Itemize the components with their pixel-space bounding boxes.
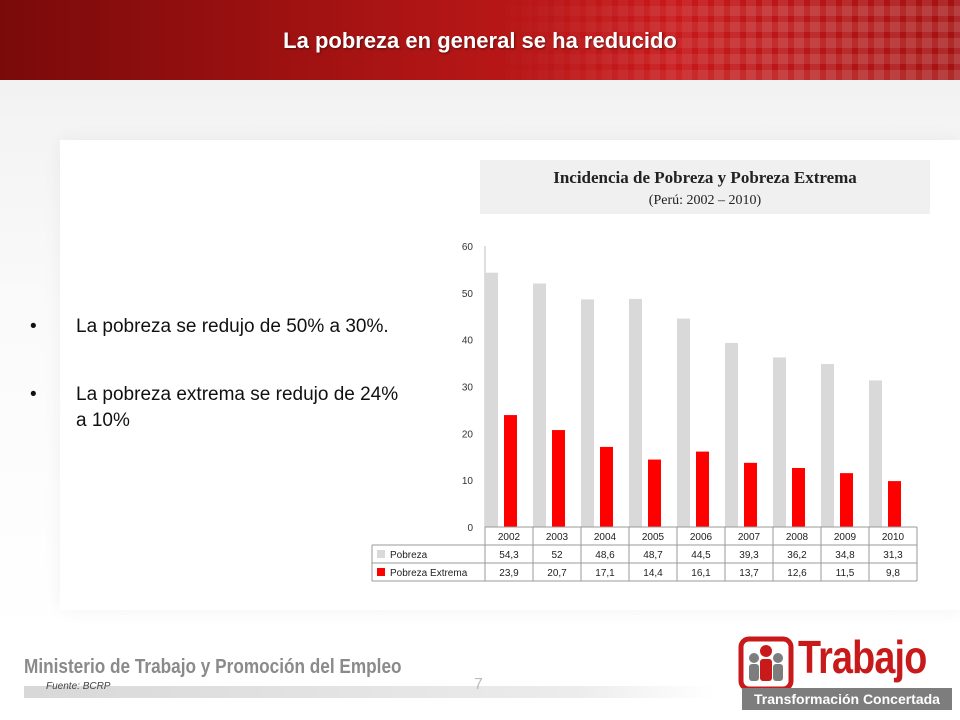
- data-label: 17,1: [595, 568, 615, 579]
- x-category-label: 2010: [882, 532, 905, 543]
- page-number: 7: [474, 676, 483, 693]
- bar-pobreza: [725, 342, 738, 527]
- y-tick-label: 30: [462, 383, 474, 394]
- legend-key: [377, 568, 385, 576]
- y-tick-label: 50: [462, 289, 474, 300]
- bar-pobreza-extrema: [744, 462, 757, 527]
- footer-divider: [24, 686, 714, 698]
- bar-pobreza-extrema: [696, 451, 709, 527]
- bar-pobreza-extrema: [888, 481, 901, 527]
- data-label: 13,7: [739, 568, 759, 579]
- y-tick-label: 60: [462, 242, 474, 253]
- data-label: 11,5: [836, 568, 855, 579]
- data-label: 48,7: [643, 550, 663, 561]
- data-label: 12,6: [787, 568, 807, 579]
- header-pattern: [490, 0, 960, 80]
- y-tick-label: 40: [462, 336, 474, 347]
- bar-pobreza-extrema: [600, 446, 613, 527]
- brand-logo-icon: [738, 636, 794, 692]
- bar-pobreza: [485, 272, 498, 527]
- data-label: 54,3: [499, 550, 519, 561]
- header-band: La pobreza en general se ha reducido: [0, 0, 960, 80]
- slide-title: La pobreza en general se ha reducido: [283, 28, 677, 53]
- bar-pobreza: [869, 380, 882, 527]
- bar-pobreza: [677, 318, 690, 527]
- bar-pobreza: [533, 283, 546, 527]
- data-label: 36,2: [787, 550, 807, 561]
- data-label: 48,6: [595, 550, 615, 561]
- bar-pobreza: [821, 364, 834, 527]
- data-label: 9,8: [886, 568, 900, 579]
- data-label: 31,3: [883, 550, 903, 561]
- data-label: 34,8: [835, 550, 855, 561]
- x-category-label: 2009: [834, 532, 857, 543]
- data-label: 52: [551, 550, 563, 561]
- bar-pobreza: [629, 298, 642, 527]
- bar-pobreza-extrema: [792, 467, 805, 527]
- chart-subtitle: (Perú: 2002 – 2010): [648, 193, 762, 208]
- y-tick-label: 20: [462, 429, 474, 440]
- bar-pobreza-extrema: [504, 415, 517, 527]
- legend-label: Pobreza Extrema: [390, 568, 468, 579]
- source-note: Fuente: BCRP: [46, 681, 111, 692]
- content-panel: [60, 140, 960, 610]
- brand-tagline: Transformación Concertada: [742, 688, 952, 710]
- data-label: 44,5: [691, 550, 711, 561]
- chart-heading: Incidencia de Pobreza y Pobreza Extrema …: [480, 160, 930, 214]
- data-label: 23,9: [499, 568, 519, 579]
- data-label: 16,1: [691, 568, 711, 579]
- chart-title: Incidencia de Pobreza y Pobreza Extrema: [553, 168, 857, 187]
- y-tick-label: 10: [462, 476, 474, 487]
- data-label: 14,4: [643, 568, 663, 579]
- bar-pobreza: [773, 357, 786, 527]
- bullet-symbol: •: [30, 316, 37, 337]
- bullet-text: La pobreza extrema se redujo de 24% a 10…: [76, 384, 399, 431]
- bar-pobreza: [581, 299, 594, 527]
- x-category-label: 2005: [642, 532, 665, 543]
- bar-pobreza-extrema: [840, 473, 853, 527]
- legend-label: Pobreza: [390, 550, 428, 561]
- data-label: 39,3: [739, 550, 759, 561]
- x-category-label: 2002: [498, 532, 521, 543]
- bullet-symbol: •: [30, 384, 37, 405]
- legend-key: [377, 550, 385, 558]
- x-category-label: 2004: [594, 532, 617, 543]
- bullet-text: La pobreza se redujo de 50% a 30%.: [76, 316, 389, 337]
- bar-pobreza-extrema: [552, 430, 565, 527]
- bar-pobreza-extrema: [648, 459, 661, 527]
- x-category-label: 2007: [738, 532, 761, 543]
- x-category-label: 2003: [546, 532, 569, 543]
- data-label: 20,7: [547, 568, 567, 579]
- y-tick-label: 0: [467, 523, 473, 534]
- x-category-label: 2008: [786, 532, 809, 543]
- x-category-label: 2006: [690, 532, 713, 543]
- ministry-name: Ministerio de Trabajo y Promoción del Em…: [24, 656, 402, 678]
- brand-name: Trabajo: [798, 631, 927, 683]
